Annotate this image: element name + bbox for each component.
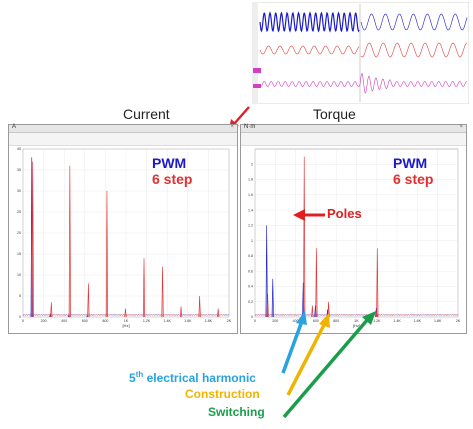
current-6step-label: 6 step <box>152 171 193 187</box>
x-tick-label: 1.2K <box>373 319 381 323</box>
y-tick-label: 1.8 <box>248 178 253 182</box>
y-tick-label: 0.4 <box>248 285 253 289</box>
y-tick-label: 0.8 <box>248 254 253 258</box>
peak-six-step <box>266 294 269 318</box>
peak-six-step <box>315 248 318 318</box>
y-tick-label: 1 <box>251 239 253 243</box>
torque-6step-label: 6 step <box>393 171 434 187</box>
peak-six-step <box>105 190 109 318</box>
waveform-thumbnail <box>252 2 469 104</box>
current-panel-unit: A <box>12 124 17 130</box>
y-tick-label: 25 <box>17 210 21 214</box>
harmonic-text: electrical harmonic <box>143 371 256 385</box>
switching-annotation: Switching <box>208 405 265 419</box>
x-tick-label: 400 <box>61 319 67 323</box>
peak-six-step <box>198 295 201 318</box>
peak-six-step <box>142 258 146 318</box>
x-axis-label: [Hz] <box>122 323 129 328</box>
current-panel: A × 0 200 400 600 800 1K 1.2K 1.4K 1.6K 1.8K 2K 0 5 1… <box>8 124 238 334</box>
thumb-wave-magenta <box>259 72 468 94</box>
x-tick-label: 1K <box>354 319 359 323</box>
torque-spectrum-chart: 0 200 400 600 800 1K 1.2K 1.4K 1.6K 1.8K 2K 0 0.2 0.4… <box>248 148 461 328</box>
y-tick-label: 2 <box>251 162 253 166</box>
x-tick-label: 1.4K <box>393 319 401 323</box>
torque-title: Torque <box>313 106 356 122</box>
x-tick-label: 1.6K <box>184 319 192 323</box>
current-pwm-label: PWM <box>152 155 187 171</box>
x-tick-label: 200 <box>41 319 47 323</box>
x-axis-label: [Hz] <box>353 323 360 328</box>
y-tick-label: 1.4 <box>248 208 253 212</box>
poles-arrow <box>293 209 325 221</box>
x-tick-label: 800 <box>102 319 108 323</box>
peak-six-step <box>124 308 127 318</box>
current-panel-close-icon[interactable]: × <box>230 124 234 130</box>
y-tick-label: 1.2 <box>248 224 253 228</box>
x-tick-label: 1K <box>124 319 129 323</box>
current-spectrum-chart: 0 200 400 600 800 1K 1.2K 1.4K 1.6K 1.8K 2K 0 5 10 15 2… <box>17 147 232 328</box>
thumb-wave-blue-pwm <box>259 11 360 33</box>
peak-six-step <box>179 306 183 318</box>
y-tick-label: 0.6 <box>248 269 253 273</box>
peak-six-step <box>303 156 306 318</box>
thumb-wave-red-2 <box>360 42 468 58</box>
harmonic-number: 5 <box>129 371 136 385</box>
torque-panel: N·m × 0 200 400 600 800 1K 1.2K 1.4K 1.6K 1.8K 2K 0… <box>240 124 467 334</box>
y-tick-label: 20 <box>17 231 21 235</box>
x-tick-label: 400 <box>293 319 299 323</box>
x-tick-label: 1.8K <box>434 319 442 323</box>
y-tick-label: 1.6 <box>248 193 253 197</box>
x-tick-label: 2K <box>456 319 461 323</box>
x-tick-label: 1.4K <box>163 319 171 323</box>
y-tick-label: 30 <box>17 189 21 193</box>
x-tick-label: 2K <box>227 319 232 323</box>
peak-six-step <box>161 266 164 318</box>
poles-label: Poles <box>327 206 362 221</box>
torque-pwm-label: PWM <box>393 155 428 171</box>
peak-six-step <box>217 308 220 318</box>
x-tick-label: 1.6K <box>414 319 422 323</box>
peak-six-step <box>68 165 71 318</box>
y-tick-label: 10 <box>17 273 21 277</box>
current-title: Current <box>123 106 170 122</box>
peak-pwm <box>265 225 268 318</box>
harmonic-annotation: 5th electrical harmonic <box>129 370 256 385</box>
noise-floor-six-step <box>254 313 459 317</box>
y-tick-label: 0 <box>251 315 253 319</box>
y-tick-label: 0.2 <box>248 300 253 304</box>
x-tick-label: 600 <box>313 319 319 323</box>
current-panel-titlebar: A × <box>9 124 237 133</box>
y-tick-label: 15 <box>17 252 21 256</box>
harmonic-suffix: th <box>135 370 144 379</box>
torque-panel-titlebar: N·m × <box>241 124 466 133</box>
thumb-wave-blue-6step <box>360 13 468 31</box>
peak-six-step <box>311 305 314 318</box>
peak-six-step <box>31 161 34 318</box>
y-tick-label: 5 <box>19 294 21 298</box>
peak-pwm <box>271 278 274 318</box>
x-tick-label: 1.2K <box>143 319 151 323</box>
x-tick-label: 800 <box>333 319 339 323</box>
peak-six-step <box>50 302 53 318</box>
x-tick-label: 200 <box>272 319 278 323</box>
peak-six-step <box>87 283 90 318</box>
thumb-wave-red <box>259 45 360 55</box>
torque-panel-unit: N·m <box>244 124 256 130</box>
y-tick-label: 0 <box>19 315 21 319</box>
annotation-arrows <box>281 311 376 419</box>
torque-panel-close-icon[interactable]: × <box>459 124 463 130</box>
x-tick-label: 0 <box>22 319 24 323</box>
construction-annotation: Construction <box>185 387 260 401</box>
x-tick-label: 1.8K <box>205 319 213 323</box>
peak-six-step <box>376 248 379 318</box>
y-tick-label: 40 <box>17 147 21 151</box>
torque-legend-strip <box>241 133 466 146</box>
y-tick-label: 35 <box>17 168 21 172</box>
x-tick-label: 600 <box>82 319 88 323</box>
x-tick-label: 0 <box>254 319 256 323</box>
current-legend-strip <box>9 133 237 146</box>
